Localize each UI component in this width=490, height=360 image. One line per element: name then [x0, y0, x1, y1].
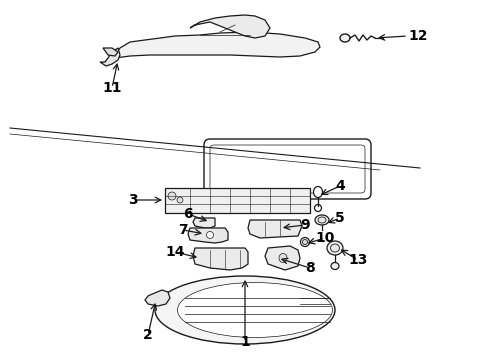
Text: 6: 6: [183, 207, 193, 221]
Ellipse shape: [168, 192, 176, 200]
Polygon shape: [193, 248, 248, 270]
Text: 4: 4: [335, 179, 345, 193]
Ellipse shape: [155, 276, 335, 344]
Ellipse shape: [327, 241, 343, 255]
Ellipse shape: [340, 34, 350, 42]
Ellipse shape: [314, 186, 322, 198]
Ellipse shape: [177, 197, 183, 203]
Polygon shape: [100, 48, 120, 66]
Text: 11: 11: [102, 81, 122, 95]
Text: 3: 3: [128, 193, 138, 207]
Ellipse shape: [331, 262, 339, 270]
Ellipse shape: [279, 253, 287, 262]
Ellipse shape: [177, 283, 333, 338]
Polygon shape: [265, 246, 300, 270]
FancyBboxPatch shape: [204, 139, 371, 199]
Text: 1: 1: [240, 335, 250, 349]
Polygon shape: [105, 32, 320, 62]
Text: 5: 5: [335, 211, 345, 225]
Ellipse shape: [315, 204, 321, 212]
Polygon shape: [190, 15, 270, 38]
Text: 12: 12: [408, 29, 427, 43]
Ellipse shape: [206, 231, 214, 239]
Text: 9: 9: [300, 218, 310, 232]
Text: 13: 13: [348, 253, 368, 267]
Polygon shape: [193, 218, 215, 228]
Ellipse shape: [330, 244, 340, 252]
Polygon shape: [145, 290, 170, 306]
Text: 10: 10: [315, 231, 335, 245]
Polygon shape: [103, 48, 118, 56]
Bar: [165, 188, 310, 213]
Text: 7: 7: [178, 223, 188, 237]
FancyBboxPatch shape: [210, 145, 365, 193]
Ellipse shape: [302, 239, 308, 244]
Ellipse shape: [315, 215, 329, 225]
Text: 2: 2: [143, 328, 153, 342]
Text: 14: 14: [165, 245, 185, 259]
Polygon shape: [188, 228, 228, 243]
Polygon shape: [248, 220, 302, 238]
Text: 8: 8: [305, 261, 315, 275]
Ellipse shape: [300, 238, 310, 247]
Ellipse shape: [318, 217, 326, 223]
